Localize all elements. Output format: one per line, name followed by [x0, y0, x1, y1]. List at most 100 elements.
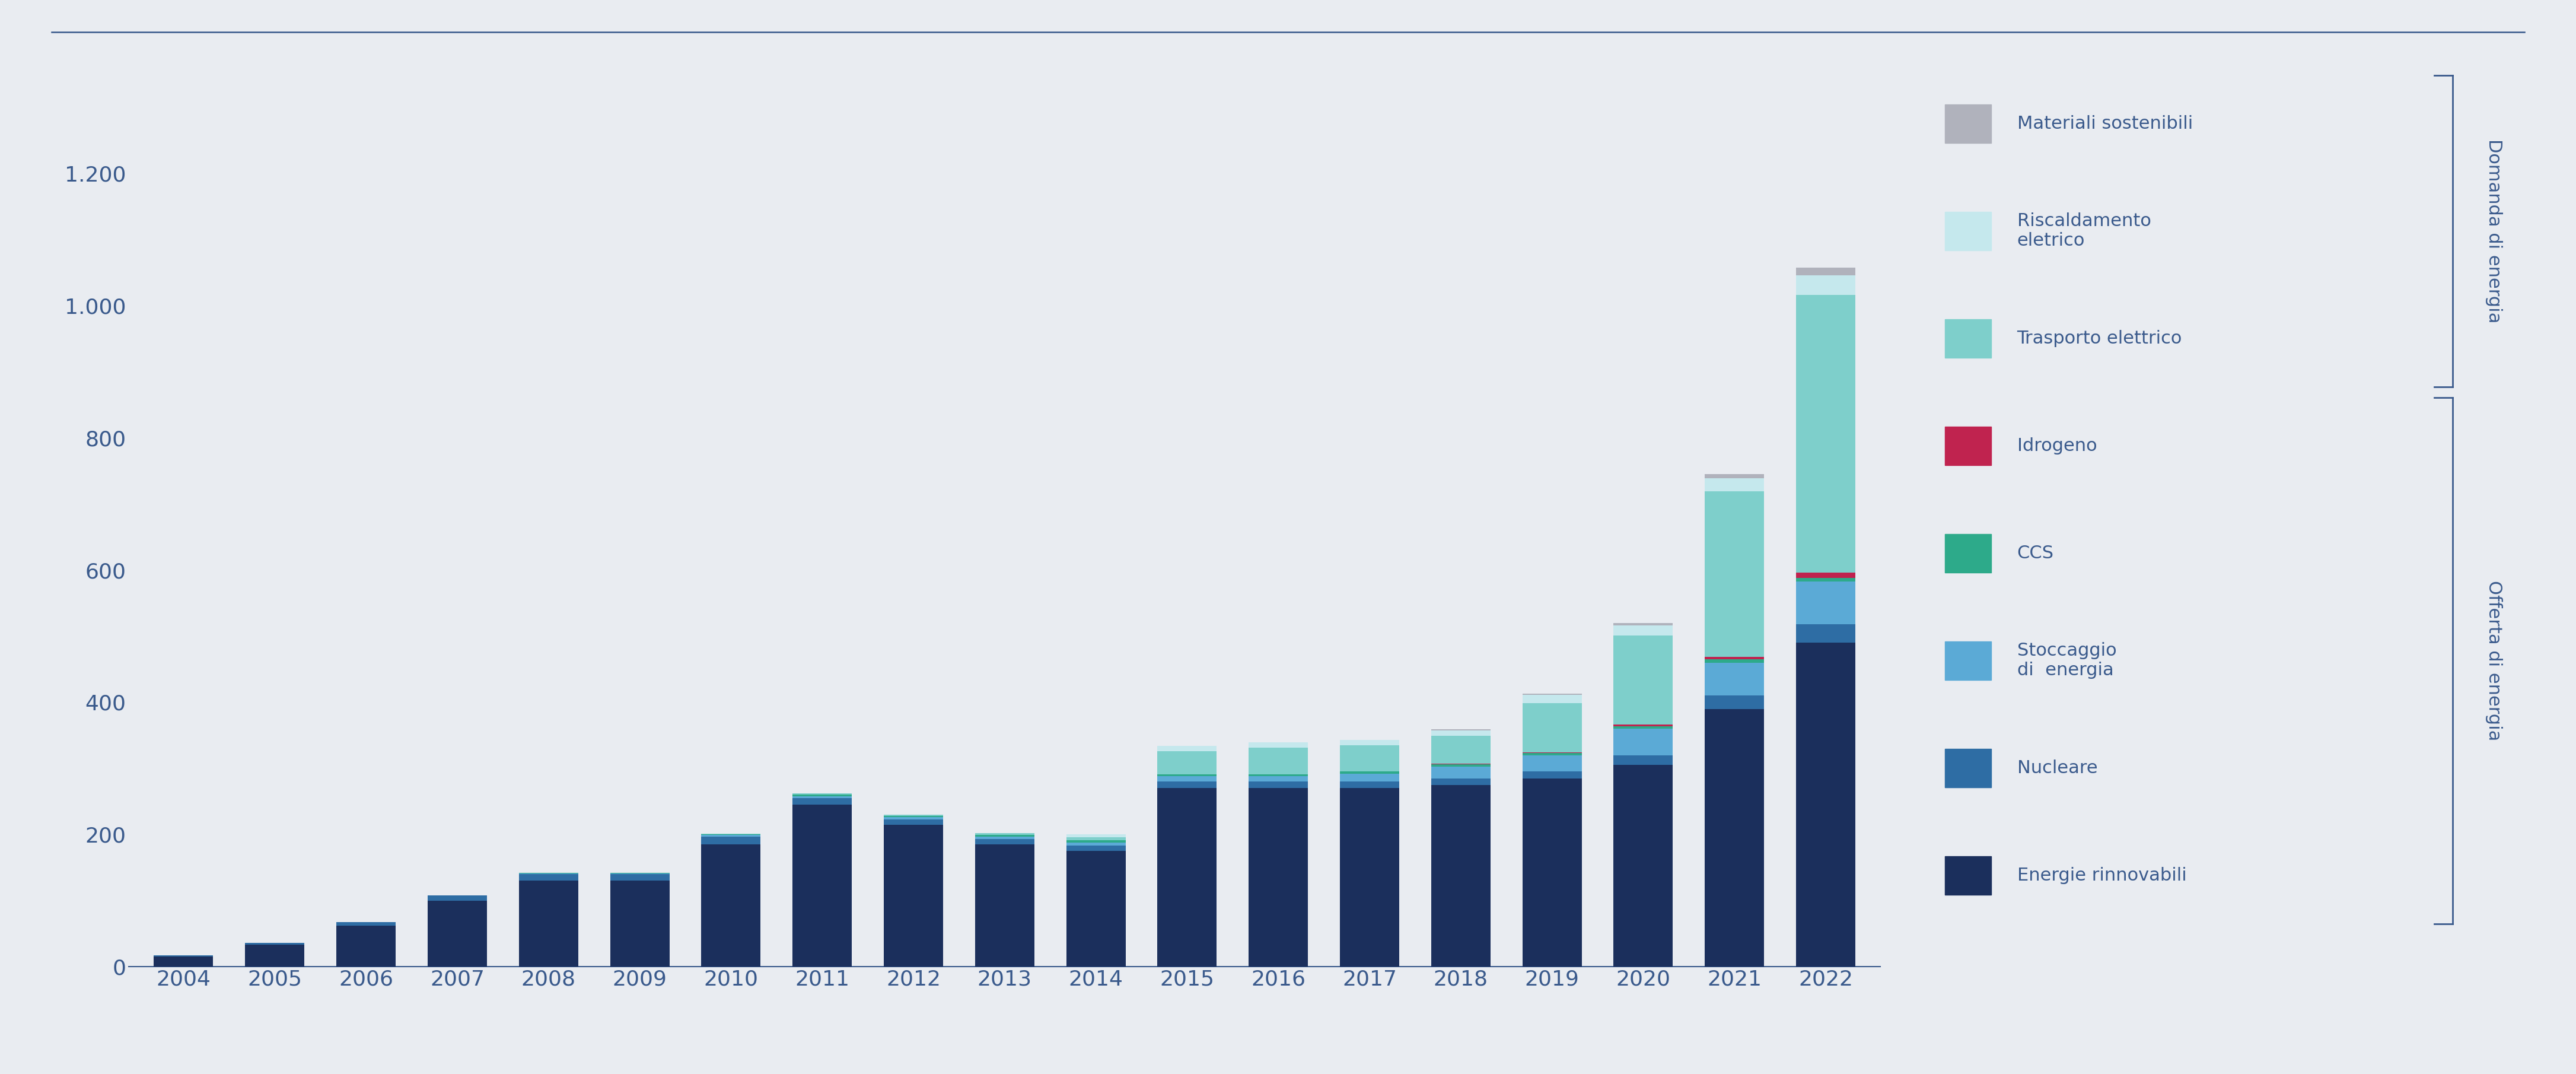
- Bar: [1157, 745, 1216, 751]
- Text: Nucleare: Nucleare: [2017, 759, 2097, 777]
- Text: Stoccaggio
di  energia: Stoccaggio di energia: [2017, 642, 2117, 679]
- Bar: [1705, 475, 1765, 478]
- Bar: [793, 798, 853, 804]
- Text: Energie rinnovabili: Energie rinnovabili: [2017, 867, 2187, 884]
- Bar: [1340, 745, 1399, 771]
- Bar: [1613, 728, 1672, 755]
- Bar: [793, 794, 853, 795]
- Bar: [884, 825, 943, 967]
- Bar: [1157, 782, 1216, 788]
- Bar: [1795, 267, 1855, 275]
- Bar: [245, 943, 304, 945]
- Text: Trasporto elettrico: Trasporto elettrico: [2017, 330, 2182, 347]
- Bar: [1613, 636, 1672, 725]
- Bar: [1157, 751, 1216, 774]
- Text: CCS: CCS: [2017, 545, 2053, 562]
- Bar: [518, 874, 577, 881]
- Bar: [1157, 777, 1216, 782]
- Bar: [245, 945, 304, 967]
- Bar: [1432, 730, 1492, 736]
- Bar: [1432, 765, 1492, 767]
- Bar: [1066, 842, 1126, 845]
- Bar: [1249, 782, 1309, 788]
- Bar: [337, 926, 397, 967]
- Bar: [1522, 755, 1582, 771]
- Bar: [1522, 695, 1582, 702]
- Bar: [1522, 702, 1582, 753]
- Bar: [1522, 694, 1582, 695]
- Bar: [1613, 625, 1672, 636]
- Bar: [1066, 837, 1126, 840]
- Text: Idrogeno: Idrogeno: [2017, 437, 2097, 454]
- Bar: [1705, 696, 1765, 709]
- Bar: [1522, 753, 1582, 755]
- Bar: [611, 874, 670, 881]
- Bar: [1795, 275, 1855, 295]
- Bar: [611, 881, 670, 967]
- Bar: [1795, 642, 1855, 967]
- Bar: [1613, 725, 1672, 726]
- Bar: [793, 795, 853, 796]
- Text: Offerta di energia: Offerta di energia: [2486, 580, 2501, 741]
- Bar: [974, 836, 1036, 837]
- Bar: [1066, 845, 1126, 851]
- Bar: [1340, 782, 1399, 788]
- Bar: [974, 839, 1036, 844]
- Bar: [1249, 788, 1309, 967]
- Bar: [1066, 851, 1126, 967]
- Bar: [1613, 623, 1672, 625]
- Bar: [1613, 755, 1672, 765]
- Bar: [1157, 774, 1216, 777]
- Bar: [1249, 777, 1309, 782]
- Bar: [1249, 748, 1309, 774]
- Bar: [974, 833, 1036, 836]
- Bar: [1340, 771, 1399, 773]
- Bar: [1705, 478, 1765, 492]
- Bar: [1432, 729, 1492, 730]
- Bar: [793, 796, 853, 798]
- Bar: [1157, 788, 1216, 967]
- Bar: [1522, 779, 1582, 967]
- Bar: [701, 837, 760, 844]
- Bar: [155, 956, 214, 957]
- Bar: [1432, 785, 1492, 967]
- Bar: [1066, 840, 1126, 842]
- Bar: [1795, 295, 1855, 572]
- Bar: [1522, 771, 1582, 779]
- Bar: [1705, 656, 1765, 659]
- Bar: [1340, 788, 1399, 967]
- Bar: [884, 814, 943, 816]
- Bar: [1795, 624, 1855, 642]
- Bar: [1795, 572, 1855, 578]
- Bar: [1432, 779, 1492, 785]
- Bar: [337, 923, 397, 926]
- Bar: [1340, 773, 1399, 782]
- Text: Materiali sostenibili: Materiali sostenibili: [2017, 115, 2192, 132]
- Bar: [1432, 736, 1492, 764]
- Bar: [1340, 740, 1399, 745]
- Bar: [1795, 581, 1855, 624]
- Bar: [884, 819, 943, 825]
- Bar: [155, 957, 214, 967]
- Bar: [518, 881, 577, 967]
- Text: Domanda di energia: Domanda di energia: [2486, 139, 2501, 323]
- Bar: [1066, 834, 1126, 837]
- Bar: [428, 896, 487, 900]
- Bar: [1795, 578, 1855, 581]
- Bar: [1705, 663, 1765, 696]
- Bar: [884, 817, 943, 819]
- Bar: [884, 816, 943, 817]
- Bar: [1432, 767, 1492, 779]
- Bar: [1705, 659, 1765, 663]
- Bar: [974, 837, 1036, 839]
- Bar: [1249, 742, 1309, 748]
- Bar: [974, 844, 1036, 967]
- Text: Riscaldamento
eletrico: Riscaldamento eletrico: [2017, 213, 2151, 249]
- Bar: [1613, 726, 1672, 728]
- Bar: [793, 804, 853, 967]
- Bar: [428, 900, 487, 967]
- Bar: [701, 844, 760, 967]
- Bar: [1613, 765, 1672, 967]
- Bar: [1249, 774, 1309, 777]
- Bar: [1705, 709, 1765, 967]
